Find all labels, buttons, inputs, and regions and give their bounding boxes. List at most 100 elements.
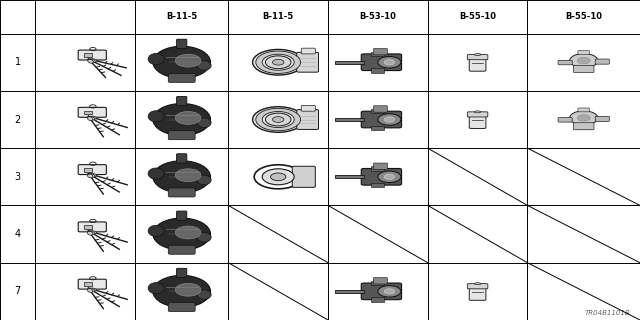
FancyBboxPatch shape	[467, 55, 488, 60]
Circle shape	[273, 60, 284, 65]
Text: 7: 7	[15, 286, 21, 296]
FancyBboxPatch shape	[168, 188, 195, 197]
Ellipse shape	[153, 275, 211, 307]
Ellipse shape	[148, 225, 164, 236]
FancyBboxPatch shape	[573, 66, 594, 73]
Text: TR04B1101B: TR04B1101B	[585, 310, 630, 316]
Bar	[84, 283, 92, 286]
Circle shape	[253, 50, 304, 75]
Text: 4: 4	[15, 229, 20, 239]
Text: B-11-5: B-11-5	[262, 12, 294, 21]
FancyBboxPatch shape	[595, 116, 609, 122]
Ellipse shape	[197, 175, 211, 185]
FancyBboxPatch shape	[168, 303, 195, 312]
FancyBboxPatch shape	[177, 154, 187, 163]
FancyBboxPatch shape	[558, 60, 572, 65]
Bar	[371, 109, 384, 114]
FancyBboxPatch shape	[373, 278, 387, 284]
Circle shape	[175, 226, 201, 239]
Ellipse shape	[90, 231, 97, 234]
Circle shape	[253, 107, 304, 132]
Ellipse shape	[88, 231, 93, 235]
Bar	[84, 111, 92, 115]
Circle shape	[266, 56, 291, 69]
Bar	[371, 126, 384, 130]
FancyBboxPatch shape	[335, 175, 364, 179]
Circle shape	[384, 60, 394, 65]
Ellipse shape	[88, 289, 93, 292]
FancyBboxPatch shape	[78, 222, 106, 232]
Ellipse shape	[88, 288, 95, 292]
FancyBboxPatch shape	[467, 284, 488, 289]
Ellipse shape	[88, 174, 93, 178]
FancyBboxPatch shape	[78, 108, 106, 117]
Ellipse shape	[148, 283, 164, 294]
FancyBboxPatch shape	[373, 106, 387, 112]
Circle shape	[378, 57, 401, 68]
Ellipse shape	[474, 283, 481, 285]
FancyBboxPatch shape	[301, 48, 316, 54]
FancyBboxPatch shape	[361, 283, 401, 300]
FancyBboxPatch shape	[469, 116, 486, 129]
Circle shape	[266, 113, 291, 126]
FancyBboxPatch shape	[301, 106, 316, 111]
Circle shape	[273, 117, 284, 123]
FancyBboxPatch shape	[558, 118, 572, 122]
FancyBboxPatch shape	[469, 287, 486, 300]
FancyBboxPatch shape	[78, 50, 106, 60]
FancyBboxPatch shape	[168, 131, 195, 140]
Ellipse shape	[90, 173, 97, 176]
FancyBboxPatch shape	[361, 111, 401, 128]
Bar	[371, 166, 384, 171]
Circle shape	[262, 169, 294, 185]
FancyBboxPatch shape	[78, 165, 106, 175]
FancyBboxPatch shape	[467, 112, 488, 117]
Circle shape	[378, 114, 401, 125]
FancyBboxPatch shape	[168, 74, 195, 83]
Ellipse shape	[197, 118, 211, 128]
Ellipse shape	[90, 59, 97, 61]
Ellipse shape	[148, 111, 164, 122]
FancyBboxPatch shape	[578, 108, 589, 112]
Ellipse shape	[90, 116, 97, 119]
Circle shape	[175, 284, 201, 296]
FancyBboxPatch shape	[177, 211, 187, 220]
Ellipse shape	[88, 60, 93, 63]
Circle shape	[384, 174, 394, 180]
Circle shape	[384, 289, 394, 294]
Ellipse shape	[474, 111, 481, 113]
Circle shape	[175, 54, 201, 67]
FancyBboxPatch shape	[297, 110, 319, 130]
Ellipse shape	[153, 161, 211, 193]
FancyBboxPatch shape	[177, 97, 187, 106]
FancyBboxPatch shape	[297, 52, 319, 72]
Ellipse shape	[197, 232, 211, 242]
FancyBboxPatch shape	[595, 59, 609, 64]
Circle shape	[378, 286, 401, 297]
FancyBboxPatch shape	[335, 118, 364, 121]
Circle shape	[378, 171, 401, 183]
Bar	[371, 183, 384, 188]
Text: 3: 3	[15, 172, 20, 182]
Text: B-53-10: B-53-10	[360, 12, 396, 21]
Ellipse shape	[88, 117, 93, 121]
FancyBboxPatch shape	[292, 166, 316, 188]
FancyBboxPatch shape	[573, 123, 594, 130]
FancyBboxPatch shape	[373, 48, 387, 55]
Circle shape	[175, 169, 201, 182]
Bar	[84, 225, 92, 229]
Bar	[371, 52, 384, 56]
Ellipse shape	[148, 168, 164, 179]
Circle shape	[570, 111, 598, 125]
FancyBboxPatch shape	[361, 54, 401, 71]
Circle shape	[577, 58, 590, 64]
FancyBboxPatch shape	[361, 169, 401, 185]
FancyBboxPatch shape	[373, 163, 387, 170]
Bar	[84, 168, 92, 172]
Circle shape	[175, 112, 201, 124]
Circle shape	[384, 117, 394, 122]
FancyBboxPatch shape	[578, 51, 589, 55]
Bar	[371, 298, 384, 302]
Ellipse shape	[153, 46, 211, 78]
FancyBboxPatch shape	[335, 290, 364, 293]
